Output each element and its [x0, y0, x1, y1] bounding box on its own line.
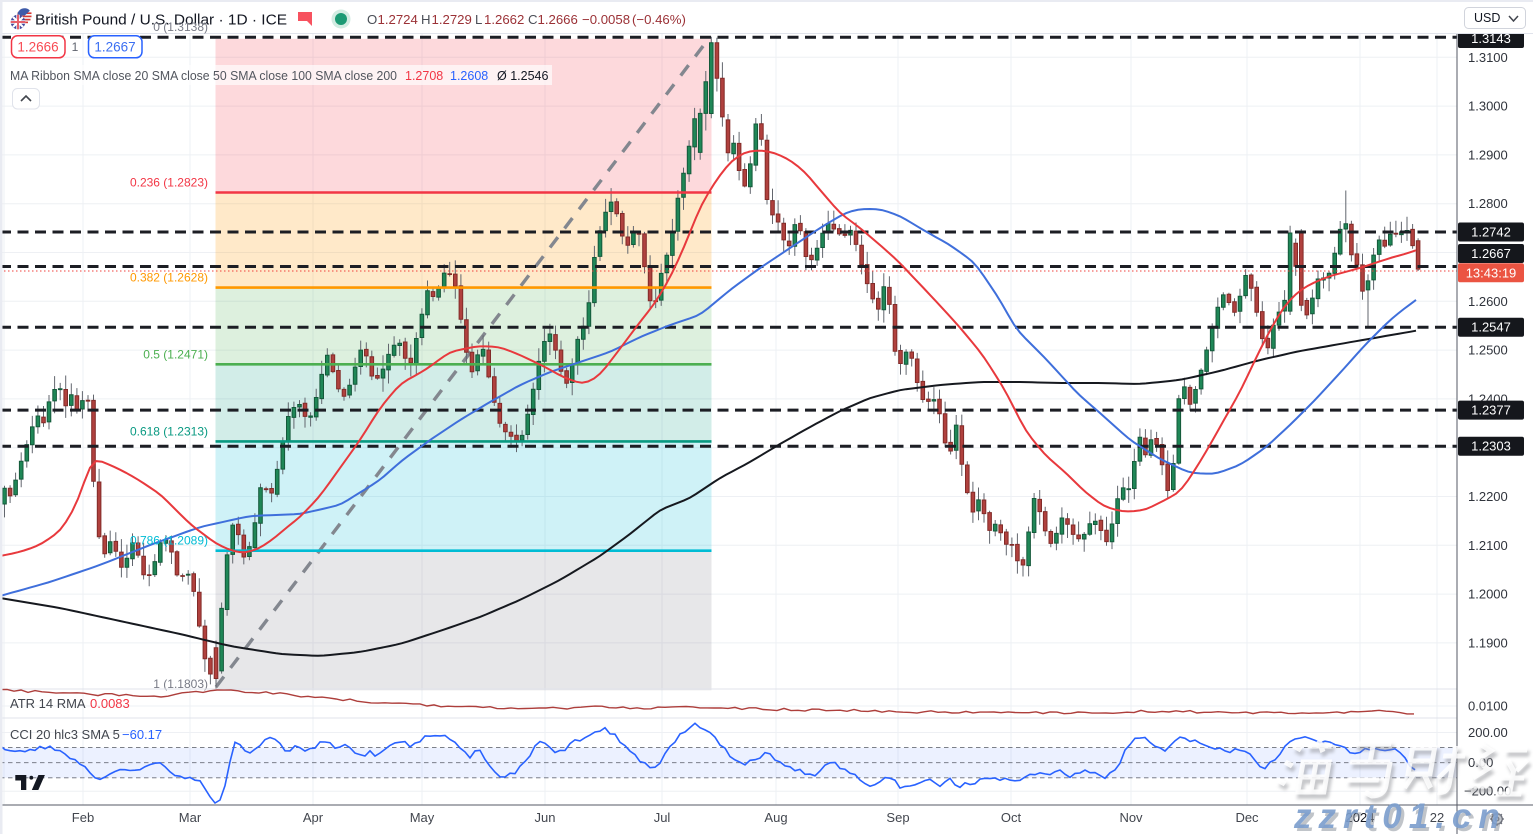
svg-text:0.618 (1.2313): 0.618 (1.2313) [130, 424, 208, 438]
svg-text:1 (1.1803): 1 (1.1803) [153, 677, 208, 691]
svg-text:Feb: Feb [72, 810, 94, 825]
svg-text:1.2666: 1.2666 [17, 40, 58, 55]
svg-text:1.2547: 1.2547 [1471, 320, 1511, 335]
svg-text:May: May [410, 810, 435, 825]
svg-text:C: C [528, 12, 538, 27]
svg-text:1.2666: 1.2666 [538, 12, 578, 27]
svg-text:Apr: Apr [303, 810, 324, 825]
svg-text:1.2000: 1.2000 [1468, 587, 1508, 602]
svg-text:0.0100: 0.0100 [1468, 699, 1508, 714]
svg-text:1: 1 [72, 40, 79, 54]
svg-text:1.2800: 1.2800 [1468, 196, 1508, 211]
svg-text:0.0083: 0.0083 [90, 696, 130, 711]
svg-text:0.236 (1.2823): 0.236 (1.2823) [130, 176, 208, 190]
svg-text:zzrt01.cn: zzrt01.cn [1296, 800, 1510, 834]
svg-text:Mar: Mar [179, 810, 202, 825]
svg-text:MA Ribbon SMA close 20 SMA clo: MA Ribbon SMA close 20 SMA close 50 SMA … [10, 69, 397, 83]
svg-text:1.2100: 1.2100 [1468, 538, 1508, 553]
svg-text:1.3000: 1.3000 [1468, 99, 1508, 114]
svg-text:Dec: Dec [1235, 810, 1259, 825]
svg-text:1.3143: 1.3143 [1471, 31, 1511, 46]
svg-text:USD: USD [1474, 11, 1500, 25]
svg-text:Aug: Aug [764, 810, 787, 825]
svg-text:zzrt01.cn: zzrt01.cn [1293, 797, 1507, 834]
svg-text:1.2667: 1.2667 [1471, 246, 1511, 261]
svg-text:O: O [367, 12, 377, 27]
svg-text:CCI 20 hlc3 SMA 5: CCI 20 hlc3 SMA 5 [10, 727, 120, 742]
svg-text:1.2662: 1.2662 [484, 12, 524, 27]
svg-text:1.1900: 1.1900 [1468, 635, 1508, 650]
svg-text:Nov: Nov [1119, 810, 1143, 825]
svg-text:0.5 (1.2471): 0.5 (1.2471) [143, 347, 208, 361]
svg-text:Ø 1.2546: Ø 1.2546 [497, 69, 548, 83]
svg-text:Sep: Sep [886, 810, 909, 825]
svg-text:1.2742: 1.2742 [1471, 225, 1511, 240]
svg-text:2024: 2024 [1346, 810, 1375, 825]
svg-text:1.3100: 1.3100 [1468, 50, 1508, 65]
svg-text:−60.17: −60.17 [122, 727, 162, 742]
svg-text:1.2667: 1.2667 [94, 40, 135, 55]
svg-text:1.2303: 1.2303 [1471, 439, 1511, 454]
svg-text:1.2900: 1.2900 [1468, 147, 1508, 162]
svg-text:H: H [421, 12, 431, 27]
svg-text:(−0.46%): (−0.46%) [632, 12, 686, 27]
svg-text:Jun: Jun [535, 810, 556, 825]
svg-text:13:43:19: 13:43:19 [1466, 265, 1517, 280]
svg-text:0.786 (1.2089): 0.786 (1.2089) [130, 534, 208, 548]
svg-text:−0.0058: −0.0058 [582, 12, 630, 27]
svg-text:1.2608: 1.2608 [450, 69, 488, 83]
svg-text:22: 22 [1430, 810, 1444, 825]
svg-text:Jul: Jul [654, 810, 671, 825]
svg-text:1.2500: 1.2500 [1468, 343, 1508, 358]
svg-text:0.382 (1.2628): 0.382 (1.2628) [130, 271, 208, 285]
svg-text:British Pound / U.S. Dollar ·: British Pound / U.S. Dollar · 1D · ICE [35, 12, 287, 29]
svg-text:ATR 14 RMA: ATR 14 RMA [10, 696, 86, 711]
svg-text:L: L [475, 12, 482, 27]
svg-text:1.2377: 1.2377 [1471, 403, 1511, 418]
svg-text:1.2708: 1.2708 [405, 69, 443, 83]
svg-text:1.2200: 1.2200 [1468, 489, 1508, 504]
svg-text:0 (1.3138): 0 (1.3138) [153, 20, 208, 34]
svg-text:1.2600: 1.2600 [1468, 294, 1508, 309]
svg-text:200.00: 200.00 [1468, 725, 1508, 740]
svg-text:1.2729: 1.2729 [432, 12, 472, 27]
svg-text:Oct: Oct [1001, 810, 1022, 825]
svg-text:1.2724: 1.2724 [378, 12, 418, 27]
